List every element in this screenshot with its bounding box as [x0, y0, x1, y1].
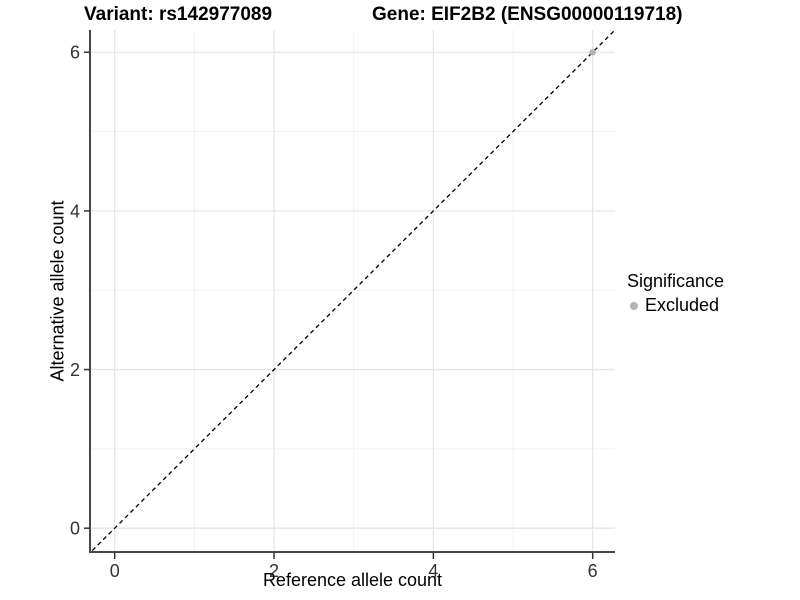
legend-item-label: Excluded [645, 295, 720, 315]
plot-title-gene: Gene: EIF2B2 (ENSG00000119718) [372, 4, 683, 25]
data-point [589, 49, 596, 56]
y-tick-label: 0 [70, 519, 80, 539]
x-axis-title: Reference allele count [262, 570, 443, 590]
y-tick-label: 6 [70, 43, 80, 63]
identity-line [90, 30, 615, 552]
x-tick-label: 0 [110, 561, 120, 581]
legend-title: Significance [627, 271, 725, 291]
legend-key-dot [630, 301, 638, 310]
x-tick-label: 4 [428, 561, 438, 581]
plot-panel: 0 2 4 6 0 2 4 6 [70, 30, 615, 581]
plot-title-variant: Variant: rs142977089 [84, 4, 273, 25]
legend: Significance Excluded [627, 271, 724, 316]
x-tick-label: 6 [588, 561, 598, 581]
y-tick-label: 4 [70, 201, 80, 221]
legend-item-excluded: Excluded [627, 295, 724, 316]
x-tick-label: 2 [269, 561, 279, 581]
y-axis-title: Alternative allele count [47, 200, 68, 382]
y-tick-label: 2 [70, 360, 80, 380]
